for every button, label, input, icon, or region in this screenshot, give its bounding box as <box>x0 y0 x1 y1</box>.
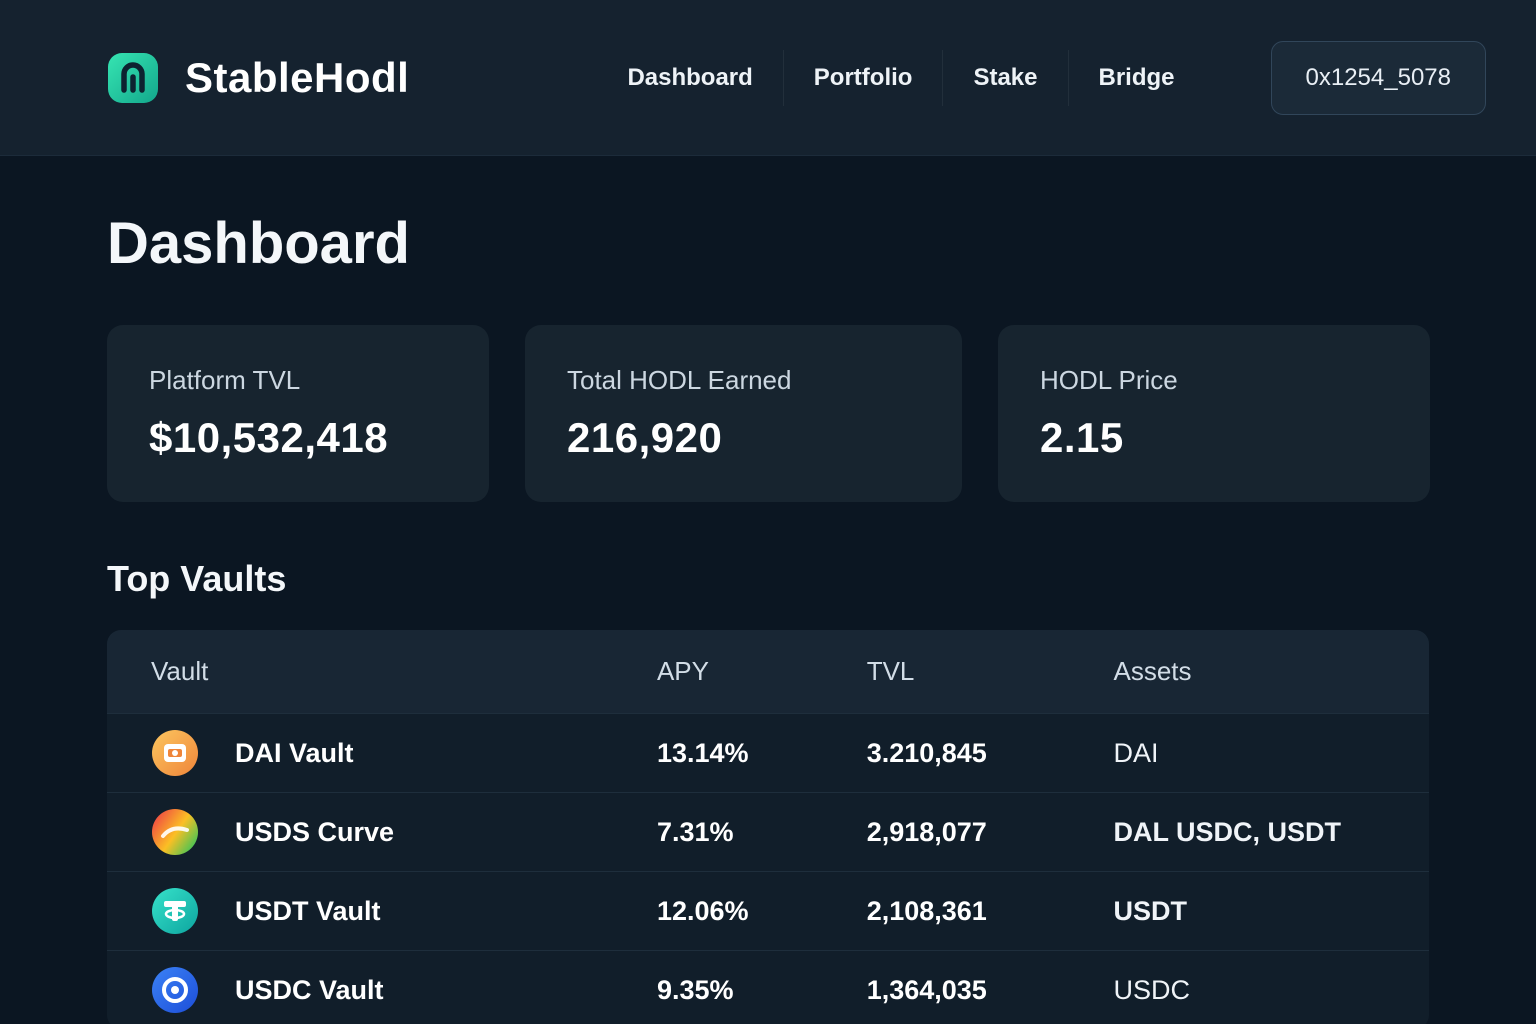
dai-coin-icon <box>151 729 199 777</box>
table-row-usdt-vault[interactable]: USDT Vault 12.06% 2,108,361 USDT <box>107 871 1429 950</box>
usdc-coin-icon <box>151 966 199 1014</box>
vault-apy: 9.35% <box>656 974 734 1005</box>
vault-apy: 7.31% <box>656 816 734 847</box>
vaults-table: Vault APY TVL Assets <box>107 630 1429 1024</box>
vault-name: DAI Vault <box>235 737 354 768</box>
stat-value: 216,920 <box>567 414 723 461</box>
stats-cards: Platform TVL $10,532,418 Total HODL Earn… <box>107 325 1430 502</box>
stat-card-platform-tvl: Platform TVL $10,532,418 <box>107 325 489 502</box>
vault-apy: 12.06% <box>656 895 749 926</box>
nav-item-portfolio[interactable]: Portfolio <box>784 49 944 106</box>
wallet-address-button[interactable]: 0x1254_5078 <box>1270 40 1486 115</box>
stablehodl-logo-icon <box>107 52 159 104</box>
vault-assets: DAL USDC, USDT <box>1113 816 1342 847</box>
vault-tvl: 3.210,845 <box>866 737 987 768</box>
table-row-usdc-vault[interactable]: USDC Vault 9.35% 1,364,035 USDC <box>107 950 1429 1024</box>
table-row-dai-vault[interactable]: DAI Vault 13.14% 3.210,845 DAI <box>107 713 1429 792</box>
stat-label: Platform TVL <box>149 365 301 395</box>
page-title: Dashboard <box>107 211 410 276</box>
stat-value: 2.15 <box>1040 414 1124 461</box>
vault-name-cell: USDS Curve <box>151 808 657 856</box>
vault-assets: DAI <box>1113 737 1159 768</box>
column-header-tvl: TVL <box>866 656 915 686</box>
dashboard-main: Dashboard Platform TVL $10,532,418 Total… <box>0 210 1536 1024</box>
table-row-usds-curve[interactable]: USDS Curve 7.31% 2,918,077 DAL USDC, USD… <box>107 792 1429 871</box>
stat-label: HODL Price <box>1040 365 1178 395</box>
nav-item-stake[interactable]: Stake <box>943 49 1069 106</box>
stat-label: Total HODL Earned <box>567 365 792 395</box>
vault-name: USDT Vault <box>235 895 381 926</box>
main-nav: Dashboard Portfolio Stake Bridge <box>597 49 1204 106</box>
stat-card-hodl-price: HODL Price 2.15 <box>998 325 1430 502</box>
vault-name-cell: USDT Vault <box>151 887 657 935</box>
vault-name-cell: DAI Vault <box>151 729 657 777</box>
vault-tvl: 2,918,077 <box>866 816 987 847</box>
vault-apy: 13.14% <box>656 737 749 768</box>
vault-assets: USDT <box>1113 895 1188 926</box>
vault-tvl: 1,364,035 <box>866 974 987 1005</box>
stat-card-total-hodl-earned: Total HODL Earned 216,920 <box>525 325 962 502</box>
stat-value: $10,532,418 <box>149 414 389 461</box>
brand-name: StableHodl <box>185 53 410 101</box>
nav-item-bridge[interactable]: Bridge <box>1098 63 1175 91</box>
vault-name-cell: USDC Vault <box>151 966 657 1014</box>
vault-tvl: 2,108,361 <box>866 895 987 926</box>
usdt-coin-icon <box>151 887 199 935</box>
vaults-table-header: Vault APY TVL Assets <box>107 630 1429 713</box>
column-header-apy: APY <box>656 656 709 686</box>
brand: StableHodl <box>107 52 409 104</box>
vault-name: USDS Curve <box>235 816 395 847</box>
column-header-vault: Vault <box>151 656 209 686</box>
top-nav: StableHodl Dashboard Portfolio Stake Bri… <box>0 0 1536 156</box>
usds-coin-icon <box>151 808 199 856</box>
vault-name: USDC Vault <box>235 974 384 1005</box>
vault-assets: USDC <box>1113 974 1191 1005</box>
top-vaults-title: Top Vaults <box>107 558 287 599</box>
column-header-assets: Assets <box>1113 656 1192 686</box>
nav-item-dashboard[interactable]: Dashboard <box>597 49 784 106</box>
